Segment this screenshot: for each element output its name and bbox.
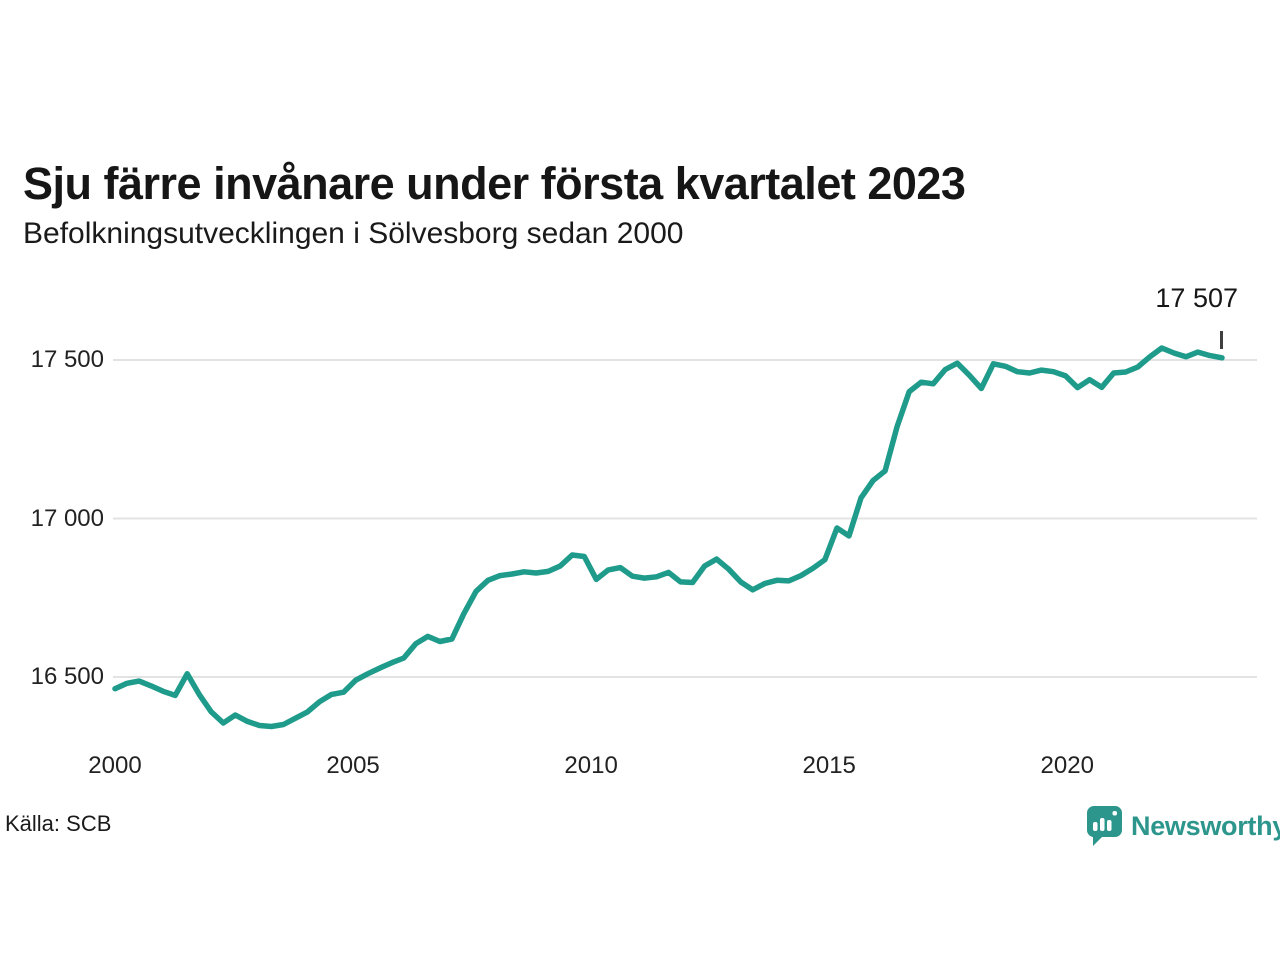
- x-axis-tick-label: 2005: [326, 752, 380, 779]
- x-axis-tick-label: 2000: [88, 752, 142, 779]
- newsworthy-logo-icon: [1086, 806, 1122, 846]
- y-axis-tick-label: 17 500: [30, 346, 104, 373]
- newsworthy-brand-text: Newsworthy: [1131, 810, 1280, 841]
- newsworthy-brand-link[interactable]: Newsworthy: [1086, 804, 1280, 848]
- last-value-annotation: 17 507: [1155, 283, 1238, 313]
- source-caption: Källa: SCB: [5, 811, 112, 836]
- x-axis-tick-label: 2020: [1040, 752, 1094, 779]
- page-subtitle: Befolkningsutvecklingen i Sölvesborg sed…: [23, 217, 684, 250]
- page-title: Sju färre invånare under första kvartale…: [23, 158, 966, 210]
- annotation-tick-mark: [1220, 331, 1223, 349]
- y-axis-tick-label: 17 000: [30, 504, 104, 532]
- x-axis-tick-label: 2010: [564, 752, 618, 779]
- y-axis-tick-label: 16 500: [30, 663, 104, 690]
- population-series-line: [112, 345, 1225, 730]
- x-axis-tick-label: 2015: [802, 752, 856, 779]
